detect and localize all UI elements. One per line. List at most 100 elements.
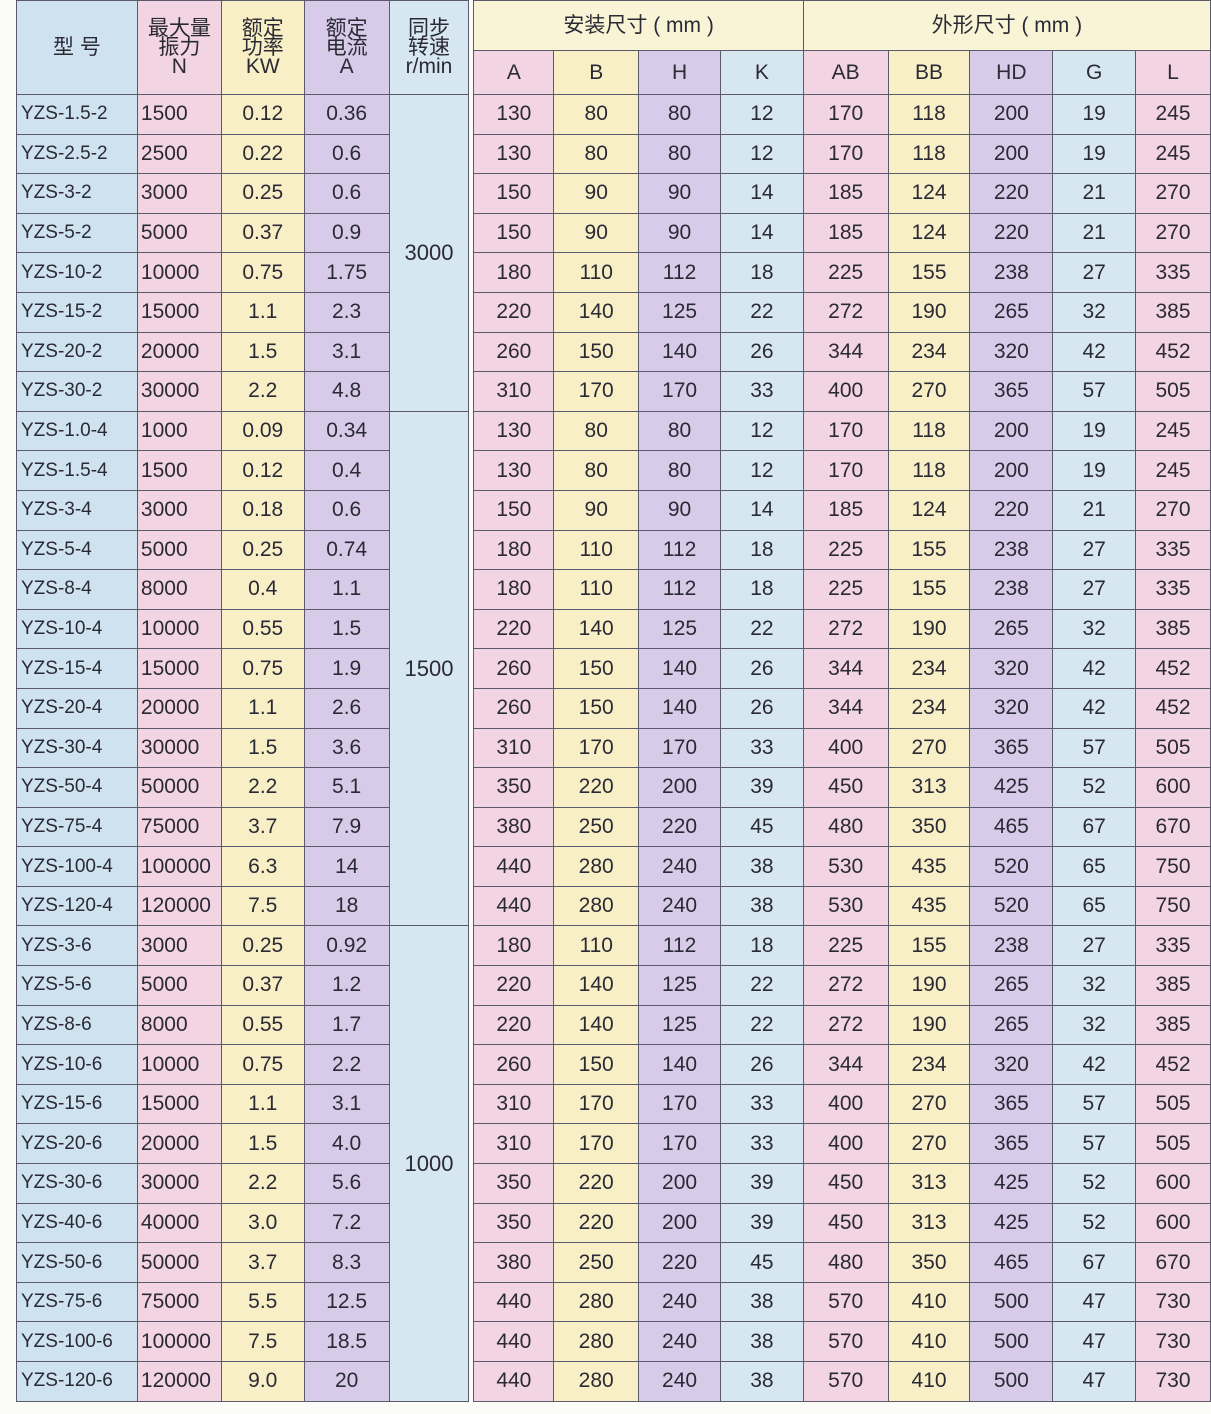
ab-cell: 400: [802, 727, 889, 769]
hd-cell: 265: [969, 965, 1054, 1006]
k-cell: 12: [719, 450, 804, 491]
hd-cell: 238: [969, 925, 1054, 967]
l-cell: 730: [1135, 1361, 1211, 1402]
b-cell: 110: [553, 925, 640, 967]
table-row: YZS-100-4 100000 6.3 14 440 280 240 38 530 435 520…: [16, 846, 1211, 887]
k-cell: 38: [719, 885, 804, 927]
speed-cell: 3000: [388, 94, 470, 412]
k-cell: 26: [719, 331, 804, 373]
k-cell: 33: [719, 371, 804, 412]
l-cell: 385: [1135, 965, 1211, 1006]
ab-cell: 344: [802, 648, 889, 689]
k-cell: 39: [719, 1163, 804, 1204]
header-dim-col: H: [638, 50, 721, 95]
ab-cell: 450: [802, 1163, 889, 1204]
header-dim-col: B: [553, 50, 640, 95]
current-cell: 0.6: [303, 489, 390, 531]
l-cell: 335: [1135, 925, 1211, 967]
l-cell: 245: [1135, 94, 1211, 135]
force-cell: 1500: [136, 94, 222, 135]
k-cell: 12: [719, 94, 804, 135]
table-row: YZS-50-4 50000 2.2 5.1 350 220 200 39 450 313 425 5…: [16, 767, 1211, 808]
hd-cell: 200: [969, 450, 1054, 491]
h-cell: 80: [638, 450, 721, 491]
current-cell: 0.34: [303, 410, 390, 452]
current-cell: 7.9: [303, 806, 390, 848]
model-cell: YZS-15-6: [16, 1083, 138, 1125]
table-row: YZS-20-4 20000 1.1 2.6 260 150 140 26 344 234 320 4…: [16, 687, 1211, 729]
hd-cell: 320: [969, 687, 1054, 729]
table-row: YZS-10-4 10000 0.55 1.5 220 140 125 22 272 190 265…: [16, 608, 1211, 650]
power-cell: 1.1: [220, 687, 305, 729]
bb-cell: 190: [887, 965, 971, 1006]
current-cell: 0.4: [303, 450, 390, 491]
a-cell: 310: [473, 1123, 555, 1165]
a-cell: 440: [473, 885, 555, 927]
b-cell: 170: [553, 1083, 640, 1125]
model-cell: YZS-3-2: [16, 173, 138, 214]
a-cell: 260: [473, 331, 555, 373]
model-cell: YZS-30-2: [16, 371, 138, 412]
table-row: YZS-3-6 3000 0.25 0.92 1000 180 110 112 18 225 155…: [16, 925, 1211, 1402]
model-cell: YZS-1.0-4: [16, 410, 138, 452]
ab-cell: 170: [802, 410, 889, 452]
current-cell: 0.36: [303, 94, 390, 135]
power-cell: 0.12: [220, 94, 305, 135]
bb-cell: 234: [887, 331, 971, 373]
bb-cell: 155: [887, 569, 971, 610]
hd-cell: 425: [969, 767, 1054, 808]
l-cell: 452: [1135, 1044, 1211, 1085]
ab-cell: 570: [802, 1321, 889, 1362]
hd-cell: 265: [969, 291, 1054, 333]
b-cell: 280: [553, 846, 640, 887]
current-cell: 20: [303, 1361, 390, 1402]
model-cell: YZS-1.5-4: [16, 450, 138, 491]
force-cell: 100000: [136, 846, 222, 887]
a-cell: 260: [473, 1044, 555, 1085]
model-cell: YZS-75-4: [16, 806, 138, 848]
hd-cell: 465: [969, 806, 1054, 848]
table-row: YZS-30-2 30000 2.2 4.8 310 170 170 33 400 270 365 5…: [16, 371, 1211, 412]
k-cell: 33: [719, 727, 804, 769]
g-cell: 65: [1052, 885, 1137, 927]
table-row: YZS-75-4 75000 3.7 7.9 380 250 220 45 480 350 465 6…: [16, 806, 1211, 848]
b-cell: 140: [553, 291, 640, 333]
b-cell: 170: [553, 727, 640, 769]
model-cell: YZS-2.5-2: [16, 133, 138, 175]
ab-cell: 185: [802, 489, 889, 531]
model-cell: YZS-30-6: [16, 1163, 138, 1204]
bb-cell: 124: [887, 173, 971, 214]
hd-cell: 425: [969, 1202, 1054, 1244]
force-cell: 10000: [136, 1044, 222, 1085]
hd-cell: 238: [969, 529, 1054, 571]
hd-cell: 320: [969, 648, 1054, 689]
b-cell: 220: [553, 1202, 640, 1244]
b-cell: 110: [553, 569, 640, 610]
b-cell: 150: [553, 687, 640, 729]
current-cell: 7.2: [303, 1202, 390, 1244]
ab-cell: 272: [802, 965, 889, 1006]
table-row: YZS-5-6 5000 0.37 1.2 220 140 125 22 272 190 265 32…: [16, 965, 1211, 1006]
hd-cell: 220: [969, 173, 1054, 214]
l-cell: 505: [1135, 371, 1211, 412]
b-cell: 140: [553, 1004, 640, 1046]
l-cell: 505: [1135, 1123, 1211, 1165]
model-cell: YZS-3-6: [16, 925, 138, 967]
ab-cell: 530: [802, 846, 889, 887]
table-row: YZS-15-2 15000 1.1 2.3 220 140 125 22 272 190 265 3…: [16, 291, 1211, 333]
a-cell: 440: [473, 1281, 555, 1323]
model-cell: YZS-5-6: [16, 965, 138, 1006]
k-cell: 22: [719, 965, 804, 1006]
a-cell: 220: [473, 1004, 555, 1046]
model-cell: YZS-20-6: [16, 1123, 138, 1165]
b-cell: 170: [553, 371, 640, 412]
k-cell: 14: [719, 173, 804, 214]
l-cell: 335: [1135, 252, 1211, 293]
g-cell: 42: [1052, 648, 1137, 689]
h-cell: 80: [638, 410, 721, 452]
current-cell: 8.3: [303, 1242, 390, 1283]
ab-cell: 344: [802, 1044, 889, 1085]
current-cell: 5.6: [303, 1163, 390, 1204]
power-cell: 2.2: [220, 371, 305, 412]
model-cell: YZS-5-2: [16, 212, 138, 254]
